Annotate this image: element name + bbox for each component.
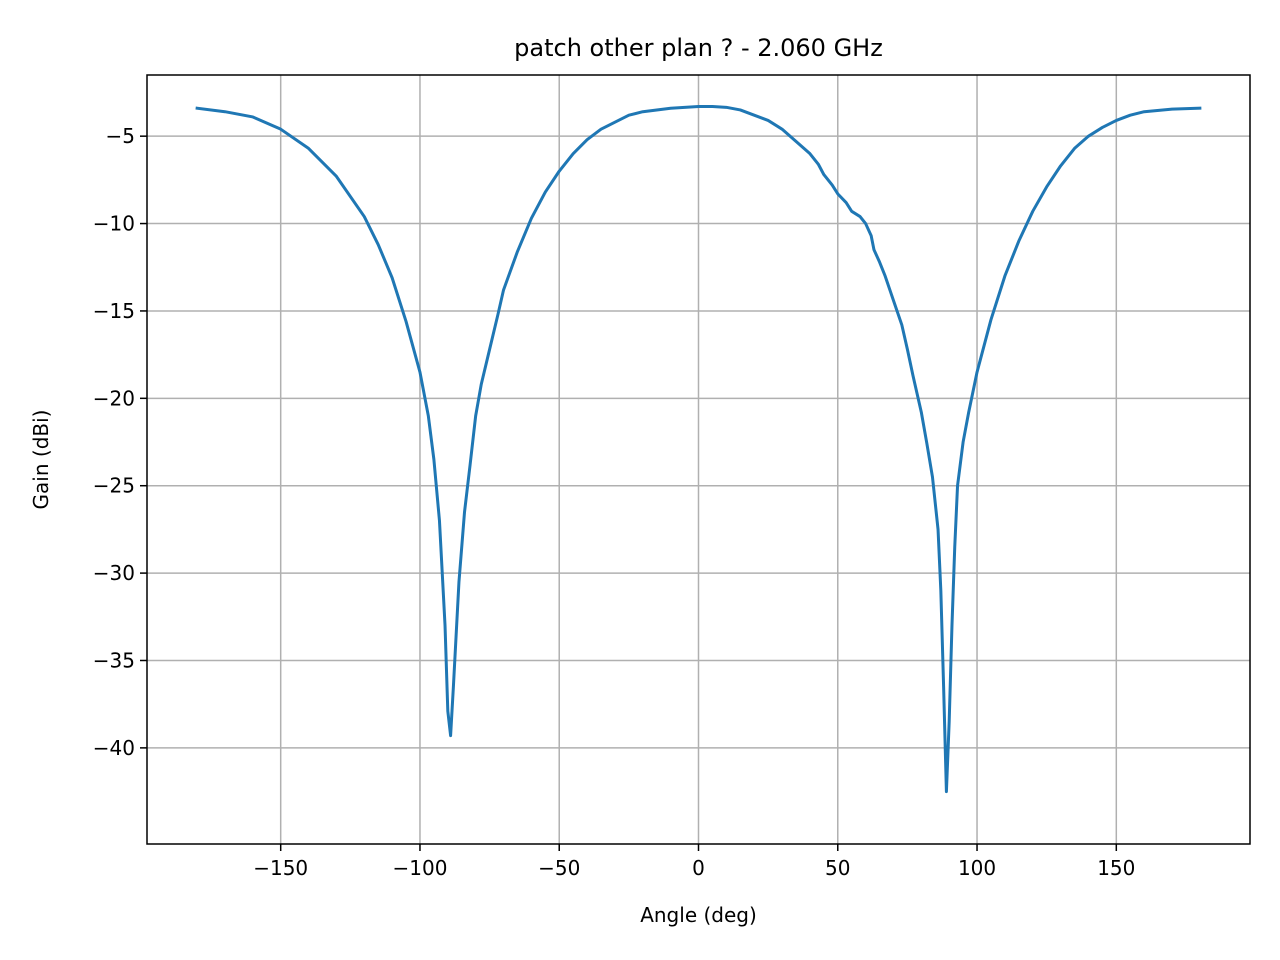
- y-tick-label: −30: [93, 561, 135, 585]
- y-tick-label: −20: [93, 386, 135, 410]
- axis-ticks: −150 −100 −50 0 50 100 150 −5 −10 −15 −20 −25 −30 −35…: [93, 124, 1136, 880]
- x-tick-label: −50: [538, 856, 580, 880]
- series-line: [195, 104, 1202, 794]
- x-axis-label: Angle (deg): [640, 903, 757, 927]
- y-tick-label: −10: [93, 212, 135, 236]
- y-tick-label: −25: [93, 474, 135, 498]
- y-tick-label: −35: [93, 648, 135, 672]
- x-tick-label: 0: [692, 856, 705, 880]
- x-tick-label: 100: [958, 856, 996, 880]
- data-series: [195, 104, 1202, 794]
- x-tick-label: 50: [825, 856, 850, 880]
- x-tick-label: −100: [392, 856, 447, 880]
- y-axis-label: Gain (dBi): [29, 410, 53, 510]
- y-tick-label: −5: [106, 124, 135, 148]
- y-tick-label: −15: [93, 299, 135, 323]
- x-tick-label: −150: [253, 856, 308, 880]
- chart-title: patch other plan ? - 2.060 GHz: [514, 34, 883, 62]
- x-tick-label: 150: [1097, 856, 1135, 880]
- grid-lines: [147, 75, 1250, 844]
- y-tick-label: −40: [93, 736, 135, 760]
